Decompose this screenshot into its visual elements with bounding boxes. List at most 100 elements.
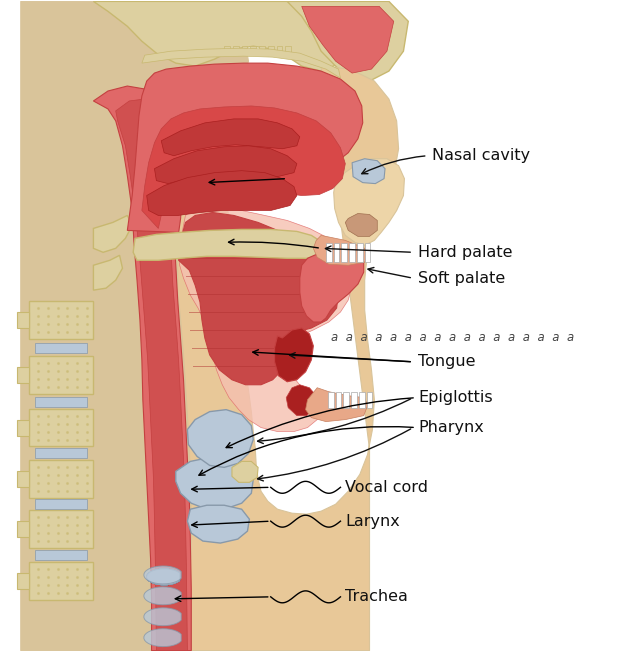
Polygon shape <box>147 569 179 585</box>
Polygon shape <box>268 46 274 53</box>
Polygon shape <box>147 569 179 585</box>
Text: Trachea: Trachea <box>345 589 408 604</box>
Polygon shape <box>35 343 87 353</box>
Polygon shape <box>28 460 94 498</box>
Polygon shape <box>147 569 179 585</box>
Polygon shape <box>28 301 94 339</box>
Polygon shape <box>224 46 230 53</box>
Polygon shape <box>35 550 87 560</box>
Polygon shape <box>188 409 253 467</box>
Polygon shape <box>336 392 341 408</box>
Text: Pharynx: Pharynx <box>418 420 483 435</box>
Polygon shape <box>233 46 239 53</box>
Polygon shape <box>286 385 316 415</box>
Polygon shape <box>188 505 250 543</box>
Polygon shape <box>147 569 179 585</box>
Polygon shape <box>147 569 179 585</box>
Polygon shape <box>147 569 179 585</box>
Polygon shape <box>306 388 368 422</box>
Polygon shape <box>147 569 179 585</box>
Text: Nasal cavity: Nasal cavity <box>432 148 531 163</box>
Polygon shape <box>147 569 179 585</box>
Polygon shape <box>359 392 365 408</box>
Polygon shape <box>147 569 179 585</box>
Polygon shape <box>28 562 94 600</box>
Polygon shape <box>17 367 28 383</box>
Polygon shape <box>161 119 300 156</box>
Polygon shape <box>35 499 87 509</box>
Polygon shape <box>147 569 179 585</box>
Polygon shape <box>349 243 355 262</box>
Polygon shape <box>352 158 385 184</box>
Polygon shape <box>144 587 181 605</box>
Polygon shape <box>154 146 297 184</box>
Polygon shape <box>28 511 94 548</box>
Polygon shape <box>147 569 179 585</box>
Polygon shape <box>147 569 179 585</box>
Text: Soft palate: Soft palate <box>418 271 505 286</box>
Polygon shape <box>147 569 179 585</box>
Polygon shape <box>28 356 94 394</box>
Polygon shape <box>147 569 179 585</box>
Polygon shape <box>127 63 363 232</box>
Polygon shape <box>28 409 94 447</box>
Polygon shape <box>334 243 339 262</box>
Polygon shape <box>351 392 357 408</box>
Polygon shape <box>147 569 179 585</box>
Polygon shape <box>17 521 28 537</box>
Polygon shape <box>17 471 28 487</box>
Polygon shape <box>147 569 179 585</box>
Polygon shape <box>147 569 179 585</box>
Polygon shape <box>147 569 179 585</box>
Polygon shape <box>343 392 349 408</box>
Polygon shape <box>94 1 360 71</box>
Polygon shape <box>17 312 28 328</box>
Polygon shape <box>133 230 321 260</box>
Polygon shape <box>147 569 179 585</box>
Polygon shape <box>326 243 332 262</box>
Polygon shape <box>365 243 370 262</box>
Polygon shape <box>334 158 404 245</box>
Polygon shape <box>21 1 253 651</box>
Polygon shape <box>17 420 28 436</box>
Text: Vocal cord: Vocal cord <box>345 480 428 495</box>
Polygon shape <box>232 462 258 482</box>
Polygon shape <box>367 392 372 408</box>
Polygon shape <box>94 215 132 252</box>
Polygon shape <box>147 569 179 585</box>
Polygon shape <box>147 569 179 585</box>
Polygon shape <box>300 248 363 322</box>
Text: Hard palate: Hard palate <box>418 244 513 259</box>
Polygon shape <box>144 608 181 626</box>
Polygon shape <box>144 566 181 584</box>
Polygon shape <box>341 243 347 262</box>
Polygon shape <box>116 99 188 651</box>
Polygon shape <box>17 573 28 589</box>
Polygon shape <box>328 392 334 408</box>
Polygon shape <box>147 569 179 585</box>
Text: Tongue: Tongue <box>418 354 475 369</box>
Polygon shape <box>35 396 87 407</box>
Polygon shape <box>178 66 399 651</box>
Text: Epiglottis: Epiglottis <box>418 390 492 405</box>
Polygon shape <box>357 243 363 262</box>
Polygon shape <box>176 458 253 509</box>
Text: a  a  a  a  a  a  a  a  a  a  a  a  a  a  a  a  a: a a a a a a a a a a a a a a a a a <box>331 331 574 344</box>
Polygon shape <box>147 569 179 585</box>
Polygon shape <box>147 569 179 585</box>
Polygon shape <box>147 569 179 585</box>
Polygon shape <box>301 7 394 73</box>
Polygon shape <box>179 205 352 432</box>
Polygon shape <box>94 86 191 651</box>
Polygon shape <box>345 213 377 237</box>
Polygon shape <box>147 569 179 585</box>
Polygon shape <box>147 569 179 585</box>
Polygon shape <box>144 629 181 647</box>
Polygon shape <box>285 46 291 53</box>
Polygon shape <box>35 449 87 458</box>
Polygon shape <box>142 48 341 78</box>
Polygon shape <box>277 46 283 53</box>
Polygon shape <box>142 106 345 228</box>
Polygon shape <box>147 171 297 215</box>
Polygon shape <box>241 46 248 53</box>
